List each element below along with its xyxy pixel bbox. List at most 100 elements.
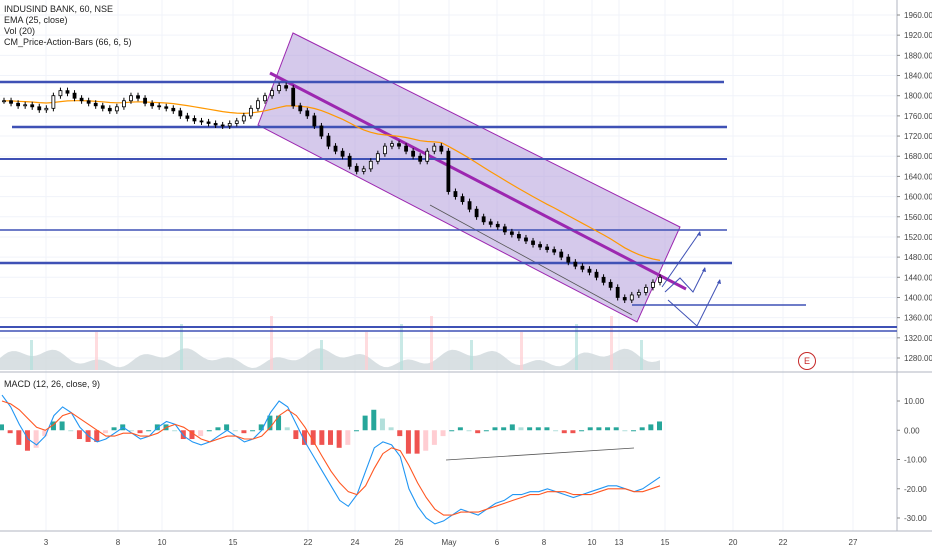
candle-body <box>143 97 147 104</box>
candle-body <box>474 208 479 218</box>
macd-tick-label: -20.00 <box>904 485 927 494</box>
candle-body <box>199 120 204 123</box>
candle-body <box>150 102 155 107</box>
volume-layer <box>0 316 660 370</box>
volume-area <box>0 348 660 370</box>
candle-body <box>383 145 387 155</box>
macd-histogram-bar <box>613 427 619 431</box>
volume-spike <box>30 340 33 370</box>
volume-spike <box>575 324 578 370</box>
macd-legend[interactable]: MACD (12, 26, close, 9) <box>4 379 101 389</box>
candle-body <box>636 292 641 296</box>
macd-histogram-bar <box>362 415 368 431</box>
candle-layer <box>2 82 662 304</box>
macd-histogram-bar <box>328 430 333 445</box>
time-tick-label: 6 <box>495 538 500 547</box>
macd-line <box>1 394 661 525</box>
candle-body <box>185 115 190 119</box>
macd-histogram-bar <box>570 430 576 434</box>
macd-histogram-bar <box>379 418 385 431</box>
macd-tick-label: 10.00 <box>904 397 925 406</box>
candle-body <box>171 107 176 112</box>
signal-line <box>1 400 661 516</box>
earnings-badge[interactable]: E <box>798 352 816 370</box>
candle-body <box>100 105 105 109</box>
macd-histogram-bar <box>276 415 282 431</box>
hline-layer[interactable] <box>0 80 897 332</box>
macd-histogram-bar <box>509 424 515 431</box>
candle-body <box>30 104 35 108</box>
candle-body <box>425 150 430 162</box>
macd-histogram-bar <box>648 424 654 431</box>
candle-body <box>524 237 528 242</box>
volume-spike <box>400 324 403 370</box>
candle-body <box>2 100 6 103</box>
volume-spike <box>470 340 473 370</box>
projection-layer[interactable] <box>660 231 721 327</box>
price-tick-label: 1440.00 <box>904 273 932 282</box>
candle-body <box>326 135 331 147</box>
macd-histogram-bar <box>336 430 342 448</box>
macd-histogram-bar <box>405 430 411 454</box>
macd-histogram-bar <box>466 430 472 432</box>
time-tick-label: 3 <box>44 538 49 547</box>
macd-histogram-bar <box>596 427 602 431</box>
candle-body <box>658 276 662 283</box>
candle-body <box>531 240 535 245</box>
macd-histogram-bar <box>59 421 65 431</box>
candle-body <box>545 246 550 250</box>
time-tick-label: 22 <box>304 538 313 547</box>
time-tick-label: 22 <box>779 538 788 547</box>
price-tick-label: 1280.00 <box>904 354 932 363</box>
time-tick-label: 27 <box>849 538 858 547</box>
candle-body <box>446 150 451 192</box>
macd-histogram-bar <box>319 430 325 445</box>
price-tick-label: 1840.00 <box>904 72 932 81</box>
candle-body <box>453 191 458 197</box>
candle-body <box>227 123 232 127</box>
candle-body <box>114 106 119 112</box>
symbol-title: INDUSIND BANK, 60, NSE <box>4 4 114 14</box>
projection-arrow-drop <box>667 279 721 327</box>
ema-line <box>3 100 661 261</box>
candle-body <box>439 145 444 152</box>
candle-body <box>312 115 317 127</box>
candle-body <box>44 107 49 111</box>
symbol-legend[interactable]: INDUSIND BANK, 60, NSE EMA (25, close) V… <box>4 4 132 48</box>
macd-histogram-bar <box>258 424 264 431</box>
macd-histogram-bar <box>172 430 178 432</box>
candle-body <box>136 95 140 99</box>
macd-histogram-bar <box>631 430 637 432</box>
macd-histogram-bar <box>518 427 524 431</box>
macd-histogram-bar <box>33 430 39 448</box>
volume-spike <box>430 316 433 370</box>
macd-histogram-bar <box>527 427 533 431</box>
candle-body <box>107 107 112 112</box>
candle-body <box>481 216 486 223</box>
macd-histogram-bar <box>302 430 308 445</box>
macd-tick-label: 0.00 <box>904 426 920 435</box>
candle-body <box>213 123 218 126</box>
candle-body <box>460 196 465 203</box>
candle-body <box>467 201 472 210</box>
macd-histogram-bar <box>431 430 437 445</box>
candle-body <box>594 271 599 278</box>
macd-histogram-bar <box>7 430 13 434</box>
price-tick-label: 1880.00 <box>904 51 932 60</box>
volume-spike <box>180 324 183 370</box>
macd-tick-label: -30.00 <box>904 514 927 523</box>
macd-histogram-bar <box>579 430 585 432</box>
macd-histogram-bar <box>267 415 273 431</box>
macd-histogram-bar <box>224 424 230 431</box>
macd-histogram-bar <box>206 430 212 432</box>
indicator-legend: CM_Price-Action-Bars (66, 6, 5) <box>4 37 132 47</box>
candle-body <box>538 244 542 248</box>
macd-histogram-bar <box>397 430 403 437</box>
candle-body <box>580 265 585 270</box>
candle-body <box>220 124 225 127</box>
price-tick-label: 1400.00 <box>904 293 932 302</box>
macd-histogram-bar <box>371 409 377 431</box>
macd-histogram-bar <box>414 430 420 454</box>
arrow-head <box>717 279 721 284</box>
